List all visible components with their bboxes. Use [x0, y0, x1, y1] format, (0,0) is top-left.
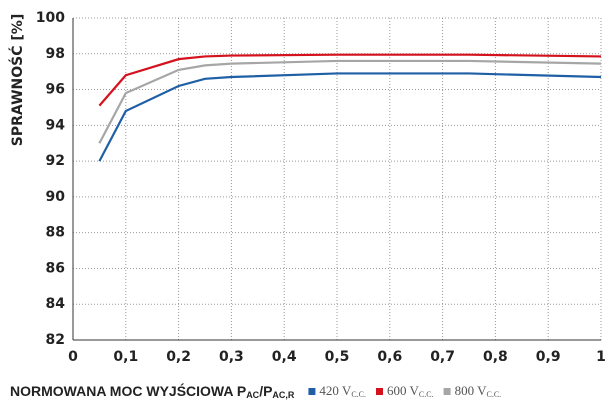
x-tick-label: 0,1: [113, 349, 138, 365]
x-tick-label: 0,5: [325, 349, 350, 365]
x-tick-label: 0,4: [272, 349, 297, 365]
legend-swatch: [443, 388, 451, 395]
x-axis-label-part: /P: [259, 383, 272, 399]
legend-label: 800 VC.C.: [455, 383, 502, 399]
legend-swatch: [376, 388, 383, 395]
x-axis-label: NORMOWANA MOC WYJŚCIOWA PAC/PAC,R: [10, 382, 295, 401]
y-tick-label: 98: [46, 46, 65, 62]
x-axis-label-part: AC,R: [272, 390, 294, 400]
x-tick-label: 0,2: [166, 349, 191, 365]
x-tick-label: 0,7: [430, 349, 455, 365]
legend-sub: C.C.: [419, 390, 434, 399]
y-tick-label: 86: [46, 260, 65, 276]
x-tick-label: 0,3: [219, 349, 244, 365]
legend-name: 420 V: [319, 383, 352, 398]
y-axis-label: SPRAWNOŚĆ [%]: [8, 14, 26, 146]
legend-name: 600 V: [387, 383, 420, 398]
y-tick-label: 92: [46, 153, 65, 169]
legend-sub: C.C.: [351, 390, 366, 399]
x-axis-label-part: AC: [246, 390, 259, 400]
data-line: [98, 59, 602, 144]
x-tick-label: 0,6: [377, 349, 402, 365]
x-tick-label: 0,9: [536, 349, 561, 365]
y-tick-label: 90: [46, 189, 66, 205]
y-tick-label: 82: [46, 332, 65, 348]
y-tick-label: 84: [46, 296, 66, 312]
x-axis-label-part: NORMOWANA MOC WYJŚCIOWA P: [10, 382, 246, 399]
y-tick-label: 88: [46, 225, 65, 241]
legend-label: 600 VC.C.: [387, 383, 434, 399]
x-tick-label: 0,8: [483, 349, 508, 365]
legend-name: 800 V: [455, 383, 488, 398]
y-tick-label: 100: [36, 10, 65, 26]
y-tick-label: 94: [46, 117, 66, 133]
data-line: [98, 72, 602, 162]
legend-sub: C.C.: [486, 390, 501, 399]
x-tick-label: 1: [596, 349, 606, 365]
data-line: [98, 53, 602, 107]
x-tick-label: 0: [68, 349, 78, 365]
legend-swatch: [308, 388, 316, 395]
y-tick-label: 96: [46, 82, 65, 98]
legend-label: 420 VC.C.: [319, 383, 366, 399]
